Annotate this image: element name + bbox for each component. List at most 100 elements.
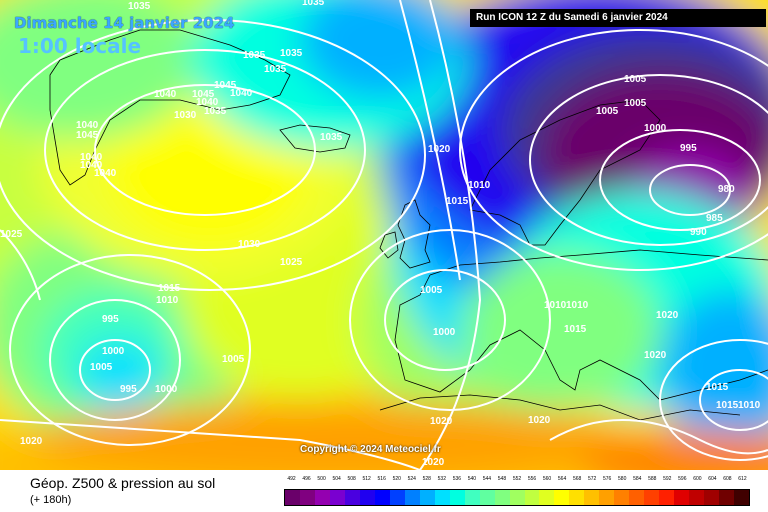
isobar-label: 1020 [428, 144, 451, 155]
isobar-label: 1025 [280, 257, 303, 268]
isobar-label: 995 [680, 143, 697, 154]
isobar-label: 1015 [716, 400, 739, 411]
isobar-label: 1035 [128, 1, 151, 12]
isobar-label: 1015 [564, 324, 587, 335]
legend-swatch [389, 490, 405, 505]
isobar-label: 1005 [420, 285, 443, 296]
model-run-label: Run ICON 12 Z du Samedi 6 janvier 2024 [470, 9, 766, 27]
isobar-label: 1000 [644, 123, 667, 134]
legend-swatch [569, 490, 585, 505]
legend-swatch [614, 490, 630, 505]
legend-value: 532 [437, 476, 446, 482]
legend-value: 512 [362, 476, 371, 482]
legend-swatch [329, 490, 345, 505]
legend-swatch [374, 490, 390, 505]
legend-swatch [419, 490, 435, 505]
africa-coast [379, 394, 741, 421]
isobar-label: 1005 [222, 354, 245, 365]
isobar-label: 1035 [204, 106, 227, 117]
isobar-label: 995 [102, 314, 119, 325]
isobar-label: 1040 [196, 97, 219, 108]
legend-value: 492 [287, 476, 296, 482]
isobar-label: 1015 [158, 283, 181, 294]
color-legend: 492 496 500 504 508 512 516 520 524 528 532 536 540 5… [284, 476, 750, 506]
legend-swatch [344, 490, 360, 505]
legend-swatch [644, 490, 660, 505]
legend-swatch [509, 490, 525, 505]
isobar-label: 1015 [706, 382, 729, 393]
isobar-label: 990 [690, 227, 707, 238]
isobar-label: 1000 [102, 346, 125, 357]
forecast-date: Dimanche 14 janvier 2024 [14, 14, 235, 32]
isobar-label: 1030 [238, 239, 261, 250]
isobar-label: 1040 [154, 89, 177, 100]
isobar-label: 1005 [90, 362, 113, 373]
legend-value: 500 [317, 476, 326, 482]
legend-swatch [494, 490, 510, 505]
legend-swatch [449, 490, 465, 505]
isobar-label: 1040 [94, 168, 117, 179]
isobar-label: 1035 [280, 48, 303, 59]
isobar-label: 1040 [80, 152, 103, 163]
isobar-label: 1020 [20, 436, 43, 447]
isobar-label: 1035 [302, 0, 325, 8]
isobar-label: 1005 [624, 74, 647, 85]
isobar-label: 1035 [264, 64, 287, 75]
isobar-label: 1040 [230, 88, 253, 99]
legend-swatch [404, 490, 420, 505]
legend-value: 560 [542, 476, 552, 482]
legend-value: 508 [347, 476, 356, 482]
legend-swatch [479, 490, 495, 505]
greenland-coast [49, 29, 291, 186]
isobar-label: 985 [706, 213, 723, 224]
legend-value: 596 [678, 476, 687, 482]
isobar-label: 1005 [596, 106, 619, 117]
scandinavia-coast [469, 99, 661, 246]
legend-value: 544 [482, 476, 492, 482]
legend-value: 552 [512, 476, 522, 482]
legend-value: 524 [407, 476, 416, 482]
forecast-range: (+ 180h) [30, 494, 72, 506]
legend-swatch [434, 490, 450, 505]
isobar-label: 1040 [76, 120, 99, 131]
isobar-label: 1045 [76, 130, 99, 141]
legend-swatch [734, 490, 750, 505]
legend-swatch [674, 490, 690, 505]
isobar-label: 1010 [544, 300, 567, 311]
legend-value: 568 [572, 476, 582, 482]
legend-color-bar [284, 489, 750, 506]
legend-swatch [629, 490, 645, 505]
legend-value: 536 [452, 476, 462, 482]
ireland-coast [379, 231, 399, 259]
legend-value: 600 [693, 476, 702, 482]
isobar-label: 1045 [214, 80, 237, 91]
legend-swatch [719, 490, 735, 505]
isobar-label: 1010 [566, 300, 589, 311]
isobar-labels: 1035 1035 1035 1035 1045 1040 1045 1040 … [0, 0, 761, 468]
isobar-label: 1010 [738, 400, 761, 411]
isobar-label: 1010 [468, 180, 491, 191]
legend-value: 496 [302, 476, 311, 482]
legend-swatch [314, 490, 330, 505]
isobars [0, 0, 768, 470]
legend-value: 572 [587, 476, 597, 482]
isobar-label: 1000 [155, 384, 178, 395]
isobar-label: 1040 [80, 160, 103, 171]
isobar-label: 1020 [656, 310, 679, 321]
isobar-label: 1035 [320, 132, 343, 143]
legend-value: 612 [738, 476, 747, 482]
legend-value: 504 [332, 476, 341, 482]
isobar-label: 1045 [192, 89, 215, 100]
legend-value: 588 [648, 476, 657, 482]
isobar-label: 1015 [446, 196, 469, 207]
legend-value: 548 [497, 476, 507, 482]
legend-value: 564 [557, 476, 567, 482]
legend-swatch [689, 490, 705, 505]
legend-value: 580 [618, 476, 627, 482]
legend-swatch [599, 490, 615, 505]
forecast-time: 1:00 locale [18, 34, 142, 58]
iceland-coast [279, 124, 351, 153]
isobar-label: 1030 [174, 110, 197, 121]
